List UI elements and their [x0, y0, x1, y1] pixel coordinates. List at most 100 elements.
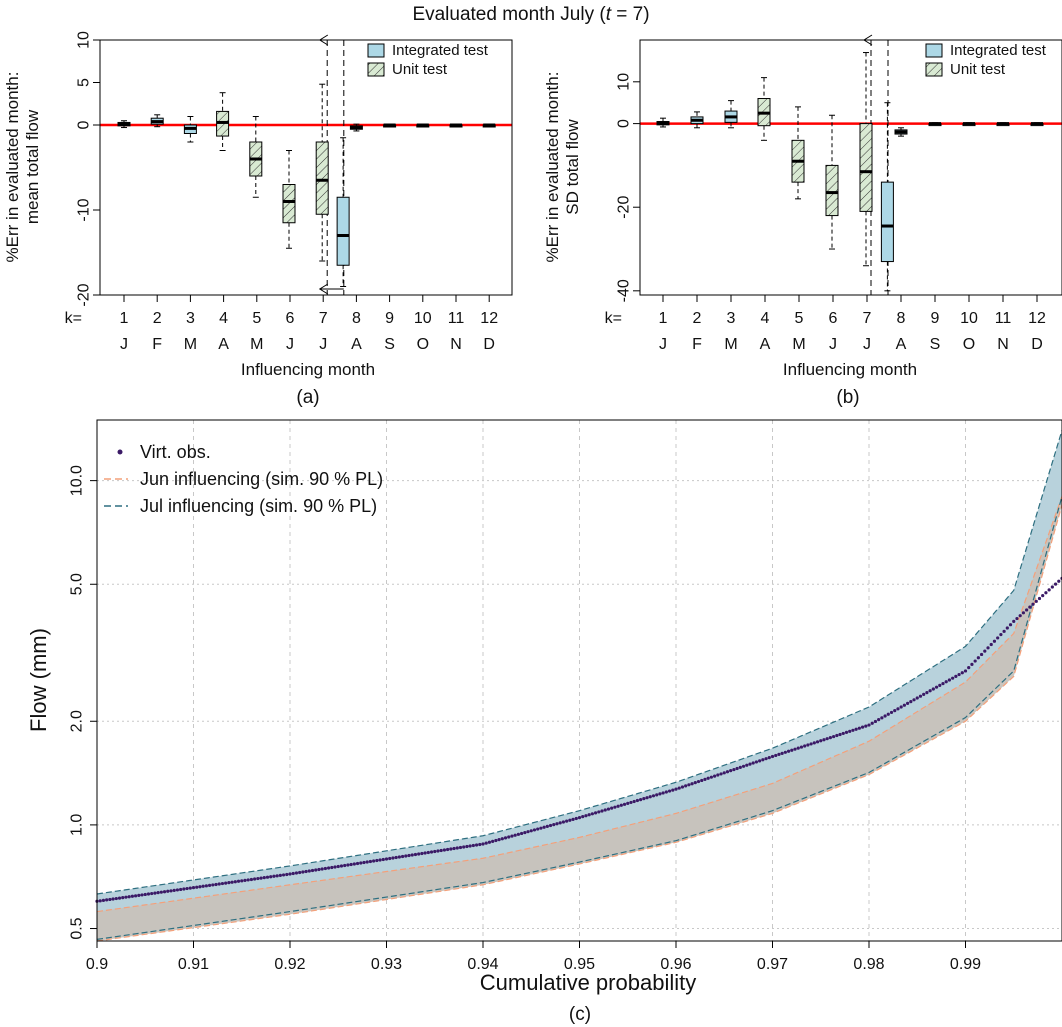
virt-obs-point	[246, 878, 250, 882]
virt-obs-point	[494, 838, 498, 843]
virt-obs-point	[111, 897, 115, 901]
virt-obs-point	[661, 791, 665, 795]
virt-obs-point	[1037, 596, 1042, 601]
virt-obs-point	[513, 833, 517, 837]
virt-obs-point	[745, 763, 749, 767]
virt-obs-point	[346, 863, 350, 867]
virt-obs-point	[600, 809, 604, 813]
virt-obs-point	[706, 776, 710, 780]
legend-label-obs: Virt. obs.	[140, 442, 211, 462]
month-label: A	[218, 336, 229, 353]
virt-obs-point	[134, 894, 138, 898]
y-tick-label: -40	[616, 279, 633, 302]
virt-obs-point	[860, 725, 865, 729]
virt-obs-point	[944, 680, 948, 684]
virt-obs-point	[626, 801, 630, 805]
virt-obs-point	[786, 749, 791, 753]
virt-obs-point	[159, 890, 163, 894]
virt-obs-point	[1057, 579, 1061, 583]
month-label: A	[760, 336, 771, 353]
legend-swatch-integrated	[367, 43, 385, 58]
virt-obs-point	[179, 887, 183, 892]
virt-obs-point	[249, 877, 253, 882]
virt-obs-point	[732, 767, 736, 772]
virt-obs-point	[323, 866, 327, 871]
virt-obs-point	[825, 737, 829, 741]
virt-obs-point	[709, 775, 713, 779]
virt-obs-point	[545, 824, 549, 829]
virt-obs-point	[410, 853, 414, 857]
virt-obs-point	[372, 859, 376, 863]
virt-obs-point	[941, 681, 945, 686]
virt-obs-point	[571, 817, 575, 821]
virt-obs-point	[400, 854, 405, 859]
virt-obs-point	[584, 814, 588, 818]
virt-obs-point	[140, 893, 144, 897]
virt-obs-point	[713, 774, 717, 778]
x-tick-label: 2	[153, 310, 162, 327]
virt-obs-point	[539, 826, 543, 830]
virt-obs-point	[1034, 599, 1038, 603]
virt-obs-point	[262, 876, 266, 880]
integrated-test-box	[150, 114, 164, 128]
virt-obs-point	[561, 820, 566, 824]
virt-obs-point	[153, 891, 157, 895]
jul-lower-line	[96, 496, 1062, 940]
virt-obs-point	[362, 860, 366, 865]
virt-obs-point	[986, 646, 990, 650]
unit-test-box	[315, 83, 329, 262]
x-tick-label: 0.97	[757, 956, 788, 973]
virt-obs-point	[429, 850, 434, 854]
virt-obs-point	[497, 838, 501, 842]
month-label: J	[829, 336, 837, 353]
virt-obs-point	[574, 816, 578, 821]
x-tick-label: 6	[286, 310, 295, 327]
box-body	[825, 164, 839, 217]
x-tick-label: 11	[448, 310, 465, 327]
plot-frame	[99, 39, 513, 296]
virt-obs-point	[873, 719, 878, 724]
virt-obs-point	[568, 818, 572, 822]
virt-obs-point	[587, 813, 591, 817]
virt-obs-point	[754, 760, 759, 764]
virt-obs-point	[555, 822, 559, 826]
virt-obs-point	[796, 746, 800, 750]
y-tick-label: -20	[76, 283, 93, 306]
virt-obs-point	[468, 844, 472, 848]
virt-obs-point	[471, 843, 475, 848]
virt-obs-point	[870, 721, 874, 725]
virt-obs-point	[436, 849, 440, 853]
month-label: A	[351, 336, 362, 353]
virt-obs-point	[214, 882, 218, 887]
panel-b-chart: -40 -20 0 10 1 J 2 F 3 M 4 A 5 M 6 J 7 J 8 A 9 S 10 O 11 N 12 D %E…	[543, 34, 1062, 408]
integrated-test-box	[996, 122, 1010, 127]
virt-obs-point	[780, 751, 784, 755]
legend-marker-obs	[117, 449, 123, 455]
x-tick-label: 3	[186, 310, 195, 327]
y-tick-label: 10	[76, 31, 93, 49]
month-label: N	[450, 336, 462, 353]
virt-obs-point	[610, 806, 614, 810]
virt-obs-point	[822, 738, 826, 742]
x-tick-label: 2	[693, 310, 702, 327]
virt-obs-point	[806, 743, 810, 747]
virt-obs-point	[301, 870, 305, 874]
virt-obs-point	[307, 869, 311, 873]
virt-obs-point	[783, 750, 787, 754]
virt-obs-point	[516, 832, 520, 836]
virt-obs-point	[918, 694, 923, 698]
virt-obs-point	[655, 793, 659, 797]
x-tick-label: 4	[761, 310, 770, 327]
virt-obs-point	[407, 853, 411, 858]
virt-obs-point	[819, 739, 823, 743]
virt-obs-point	[529, 829, 533, 833]
virt-obs-point	[198, 885, 202, 889]
month-label: J	[319, 336, 327, 353]
virt-obs-point	[446, 847, 450, 852]
virt-obs-point	[758, 759, 762, 763]
virt-obs-point	[484, 841, 488, 845]
virt-obs-point	[368, 859, 373, 864]
virt-obs-point	[240, 879, 244, 883]
x-tick-label: 12	[1028, 310, 1046, 327]
virt-obs-point	[951, 676, 955, 680]
